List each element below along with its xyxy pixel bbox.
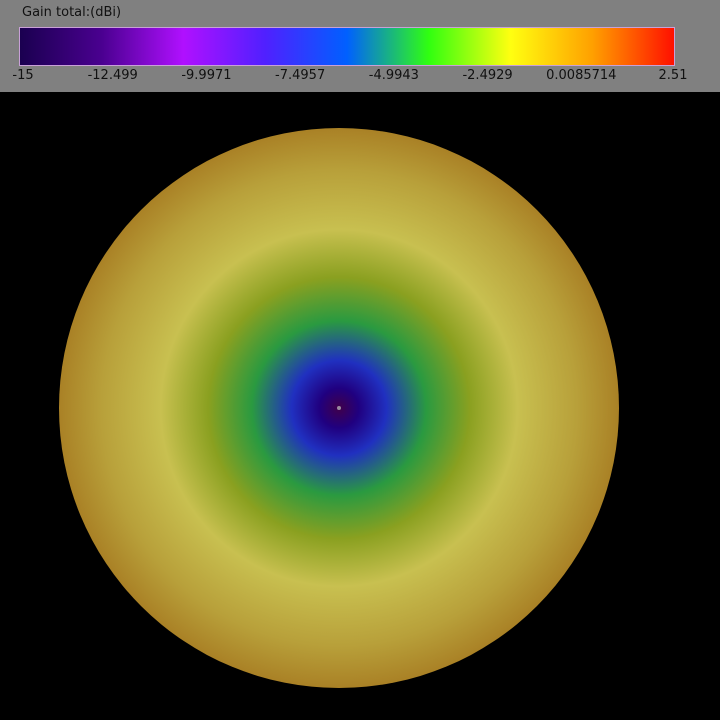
colorbar-legend: Gain total:(dBi) -15 -12.499 -9.9971 -7.495… bbox=[0, 0, 720, 92]
center-marker bbox=[337, 406, 341, 410]
colorbar-tick-label: -2.4929 bbox=[462, 68, 513, 83]
legend-title: Gain total:(dBi) bbox=[22, 5, 122, 20]
plot-area bbox=[0, 92, 720, 720]
colorbar-gradient bbox=[19, 27, 675, 66]
colorbar-tick-label: -4.9943 bbox=[368, 68, 419, 83]
colorbar-tick-label: -9.9971 bbox=[181, 68, 232, 83]
colorbar-tick-label: -12.499 bbox=[87, 68, 138, 83]
colorbar-tick-label: -15 bbox=[12, 68, 34, 83]
colorbar-tick-label: 0.0085714 bbox=[546, 68, 617, 83]
colorbar-tick-label: -7.4957 bbox=[275, 68, 326, 83]
colorbar-tick-label: 2.51 bbox=[658, 68, 688, 83]
